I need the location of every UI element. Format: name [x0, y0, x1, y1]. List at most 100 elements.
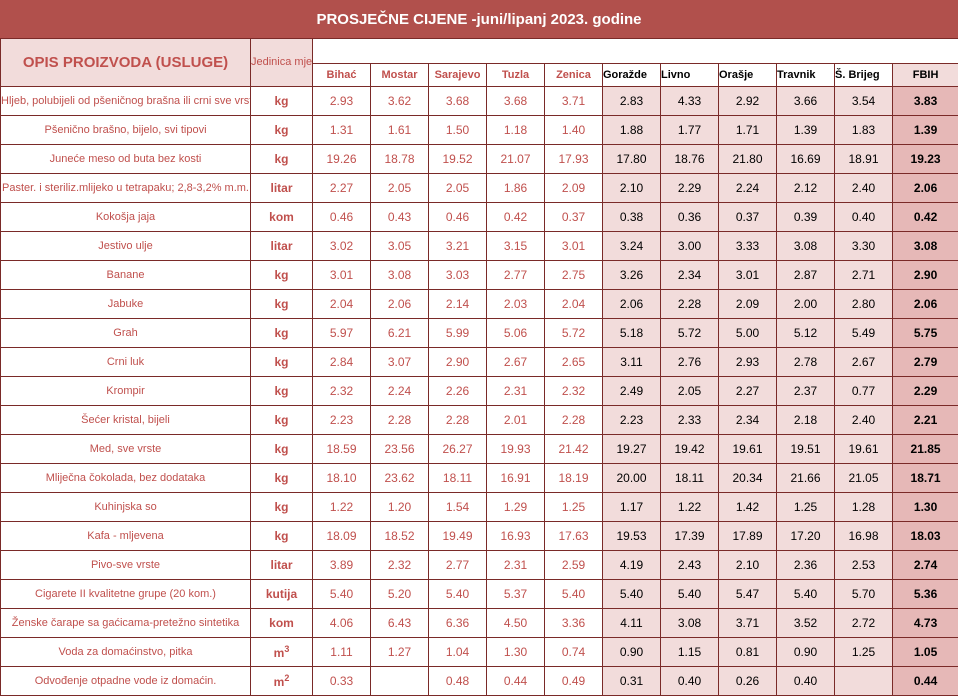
product-name: Cigarete II kvalitetne grupe (20 kom.) [1, 580, 251, 609]
price-cell: 0.37 [719, 203, 777, 232]
product-name: Pšenično brašno, bijelo, svi tipovi [1, 116, 251, 145]
price-cell: 0.90 [777, 638, 835, 667]
price-cell: 2.76 [661, 348, 719, 377]
price-cell: 2.23 [313, 406, 371, 435]
price-cell: 3.26 [603, 261, 661, 290]
city-header: Mostar [371, 64, 429, 87]
price-cell: 3.54 [835, 87, 893, 116]
price-cell: 18.10 [313, 464, 371, 493]
price-cell: 2.14 [429, 290, 487, 319]
price-cell: 18.76 [661, 145, 719, 174]
price-cell: 2.71 [835, 261, 893, 290]
price-cell: 1.20 [371, 493, 429, 522]
unit-label: kg [274, 442, 288, 456]
price-cell: 1.77 [661, 116, 719, 145]
product-name: Crni luk [1, 348, 251, 377]
price-cell: 1.15 [661, 638, 719, 667]
fbih-price-cell: 21.85 [893, 435, 958, 464]
price-cell: 2.31 [487, 551, 545, 580]
table-row: Paster. i steriliz.mlijeko u tetrapaku; … [1, 174, 958, 203]
price-cell: 2.04 [545, 290, 603, 319]
price-cell: 1.54 [429, 493, 487, 522]
price-cell: 2.00 [777, 290, 835, 319]
price-cell: 16.93 [487, 522, 545, 551]
unit-cell: m2 [251, 667, 313, 696]
price-cell: 1.11 [313, 638, 371, 667]
price-cell: 5.47 [719, 580, 777, 609]
price-cell: 4.50 [487, 609, 545, 638]
unit-header: Jedinica mjere [251, 39, 313, 87]
price-cell: 0.43 [371, 203, 429, 232]
product-name: Pivo-sve vrste [1, 551, 251, 580]
product-name: Banane [1, 261, 251, 290]
price-cell: 2.12 [777, 174, 835, 203]
fbih-price-cell: 3.08 [893, 232, 958, 261]
price-cell: 2.05 [429, 174, 487, 203]
price-cell: 5.70 [835, 580, 893, 609]
price-cell: 1.22 [313, 493, 371, 522]
price-cell: 1.42 [719, 493, 777, 522]
price-cell: 2.28 [429, 406, 487, 435]
unit-cell: kg [251, 406, 313, 435]
product-name: Odvođenje otpadne vode iz domaćin. [1, 667, 251, 696]
price-cell: 2.06 [603, 290, 661, 319]
product-name: Krompir [1, 377, 251, 406]
unit-cell: kg [251, 290, 313, 319]
unit-cell: kg [251, 522, 313, 551]
price-cell: 3.08 [661, 609, 719, 638]
price-cell: 4.33 [661, 87, 719, 116]
price-cell: 3.00 [661, 232, 719, 261]
unit-label: kg [274, 500, 288, 514]
price-cell: 0.31 [603, 667, 661, 696]
price-cell [371, 667, 429, 696]
unit-label: m [274, 646, 285, 660]
price-cell: 17.20 [777, 522, 835, 551]
price-cell: 0.33 [313, 667, 371, 696]
fbih-price-cell: 18.03 [893, 522, 958, 551]
unit-label: kg [274, 355, 288, 369]
unit-cell: kg [251, 348, 313, 377]
unit-cell: kg [251, 377, 313, 406]
price-cell: 17.39 [661, 522, 719, 551]
product-name: Šećer kristal, bijeli [1, 406, 251, 435]
price-cell: 2.87 [777, 261, 835, 290]
price-cell [835, 667, 893, 696]
price-cell: 17.93 [545, 145, 603, 174]
price-cell: 2.90 [429, 348, 487, 377]
price-cell: 5.40 [545, 580, 603, 609]
price-cell: 2.01 [487, 406, 545, 435]
price-cell: 1.22 [661, 493, 719, 522]
unit-cell: kg [251, 319, 313, 348]
city-header: Š. Brijeg [835, 64, 893, 87]
price-cell: 23.62 [371, 464, 429, 493]
price-cell: 3.89 [313, 551, 371, 580]
price-cell: 3.33 [719, 232, 777, 261]
price-cell: 0.42 [487, 203, 545, 232]
product-name: Jabuke [1, 290, 251, 319]
price-cell: 1.40 [545, 116, 603, 145]
fbih-price-cell: 19.23 [893, 145, 958, 174]
city-header: Tuzla [487, 64, 545, 87]
price-cell: 5.40 [661, 580, 719, 609]
unit-label: litar [270, 239, 292, 253]
table-row: Cigarete II kvalitetne grupe (20 kom.)ku… [1, 580, 958, 609]
price-cell: 2.24 [371, 377, 429, 406]
price-cell: 3.01 [313, 261, 371, 290]
fbih-price-cell: 1.39 [893, 116, 958, 145]
price-cell: 4.11 [603, 609, 661, 638]
price-cell: 1.31 [313, 116, 371, 145]
table-body: Hljeb, polubijeli od pšeničnog brašna il… [1, 87, 958, 696]
price-cell: 1.83 [835, 116, 893, 145]
unit-cell: kg [251, 116, 313, 145]
price-cell: 2.31 [487, 377, 545, 406]
price-cell: 3.68 [429, 87, 487, 116]
price-cell: 2.26 [429, 377, 487, 406]
fbih-price-cell: 2.79 [893, 348, 958, 377]
